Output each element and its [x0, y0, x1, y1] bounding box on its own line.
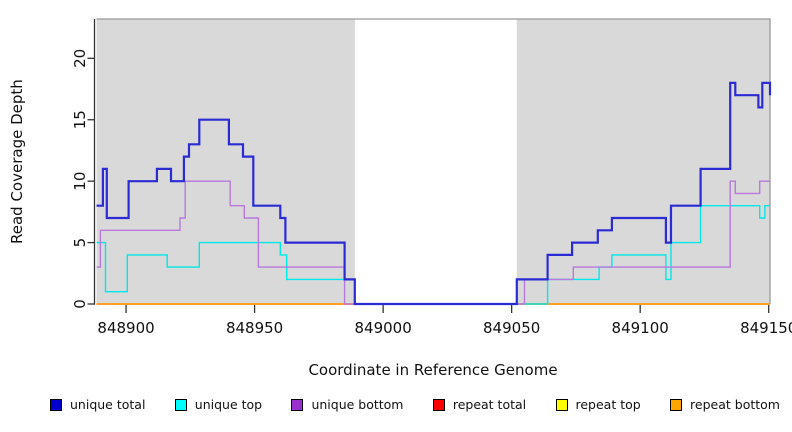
legend: unique total unique top unique bottom re… [50, 397, 780, 412]
x-tick-label: 849150 [740, 319, 792, 337]
unique-top-swatch-icon [174, 398, 187, 411]
unique-bottom-swatch-icon [291, 398, 304, 411]
y-tick-label: 10 [71, 172, 89, 191]
plot-border [96, 18, 771, 304]
legend-label: unique total [70, 397, 146, 412]
series-unique-top [96, 205, 770, 305]
y-tick-label: 15 [71, 110, 89, 129]
x-axis-title: Coordinate in Reference Genome [308, 361, 558, 379]
covered-region-right [516, 19, 770, 304]
legend-label: repeat bottom [690, 397, 780, 412]
legend-label: repeat total [452, 397, 527, 412]
y-tick-label: 0 [71, 299, 89, 309]
repeat-total-swatch-icon [432, 398, 445, 411]
legend-item-repeat-bottom: repeat bottom [670, 397, 780, 412]
x-tick-label: 848950 [226, 319, 283, 337]
legend-label: repeat top [575, 397, 641, 412]
legend-label: unique top [194, 397, 263, 412]
legend-item-repeat-top: repeat top [555, 397, 641, 412]
x-tick-label: 848900 [97, 319, 154, 337]
x-tick-label: 849050 [483, 319, 540, 337]
legend-item-unique-bottom: unique bottom [291, 397, 404, 412]
legend-item-repeat-total: repeat total [432, 397, 527, 412]
y-tick-label: 5 [71, 238, 89, 248]
legend-label: unique bottom [311, 397, 404, 412]
legend-item-unique-top: unique top [174, 397, 263, 412]
y-axis-title: Read Coverage Depth [8, 79, 26, 244]
series-unique-bottom [96, 180, 770, 305]
x-tick-label: 849000 [354, 319, 411, 337]
x-tick-label: 849100 [612, 319, 669, 337]
repeat-bottom-swatch-icon [670, 398, 683, 411]
repeat-top-swatch-icon [555, 398, 568, 411]
series-unique-total [96, 81, 772, 306]
unique-total-swatch-icon [50, 398, 62, 411]
covered-region-left [96, 19, 355, 304]
legend-item-unique-total: unique total [50, 397, 145, 412]
y-tick-label: 20 [71, 49, 89, 68]
